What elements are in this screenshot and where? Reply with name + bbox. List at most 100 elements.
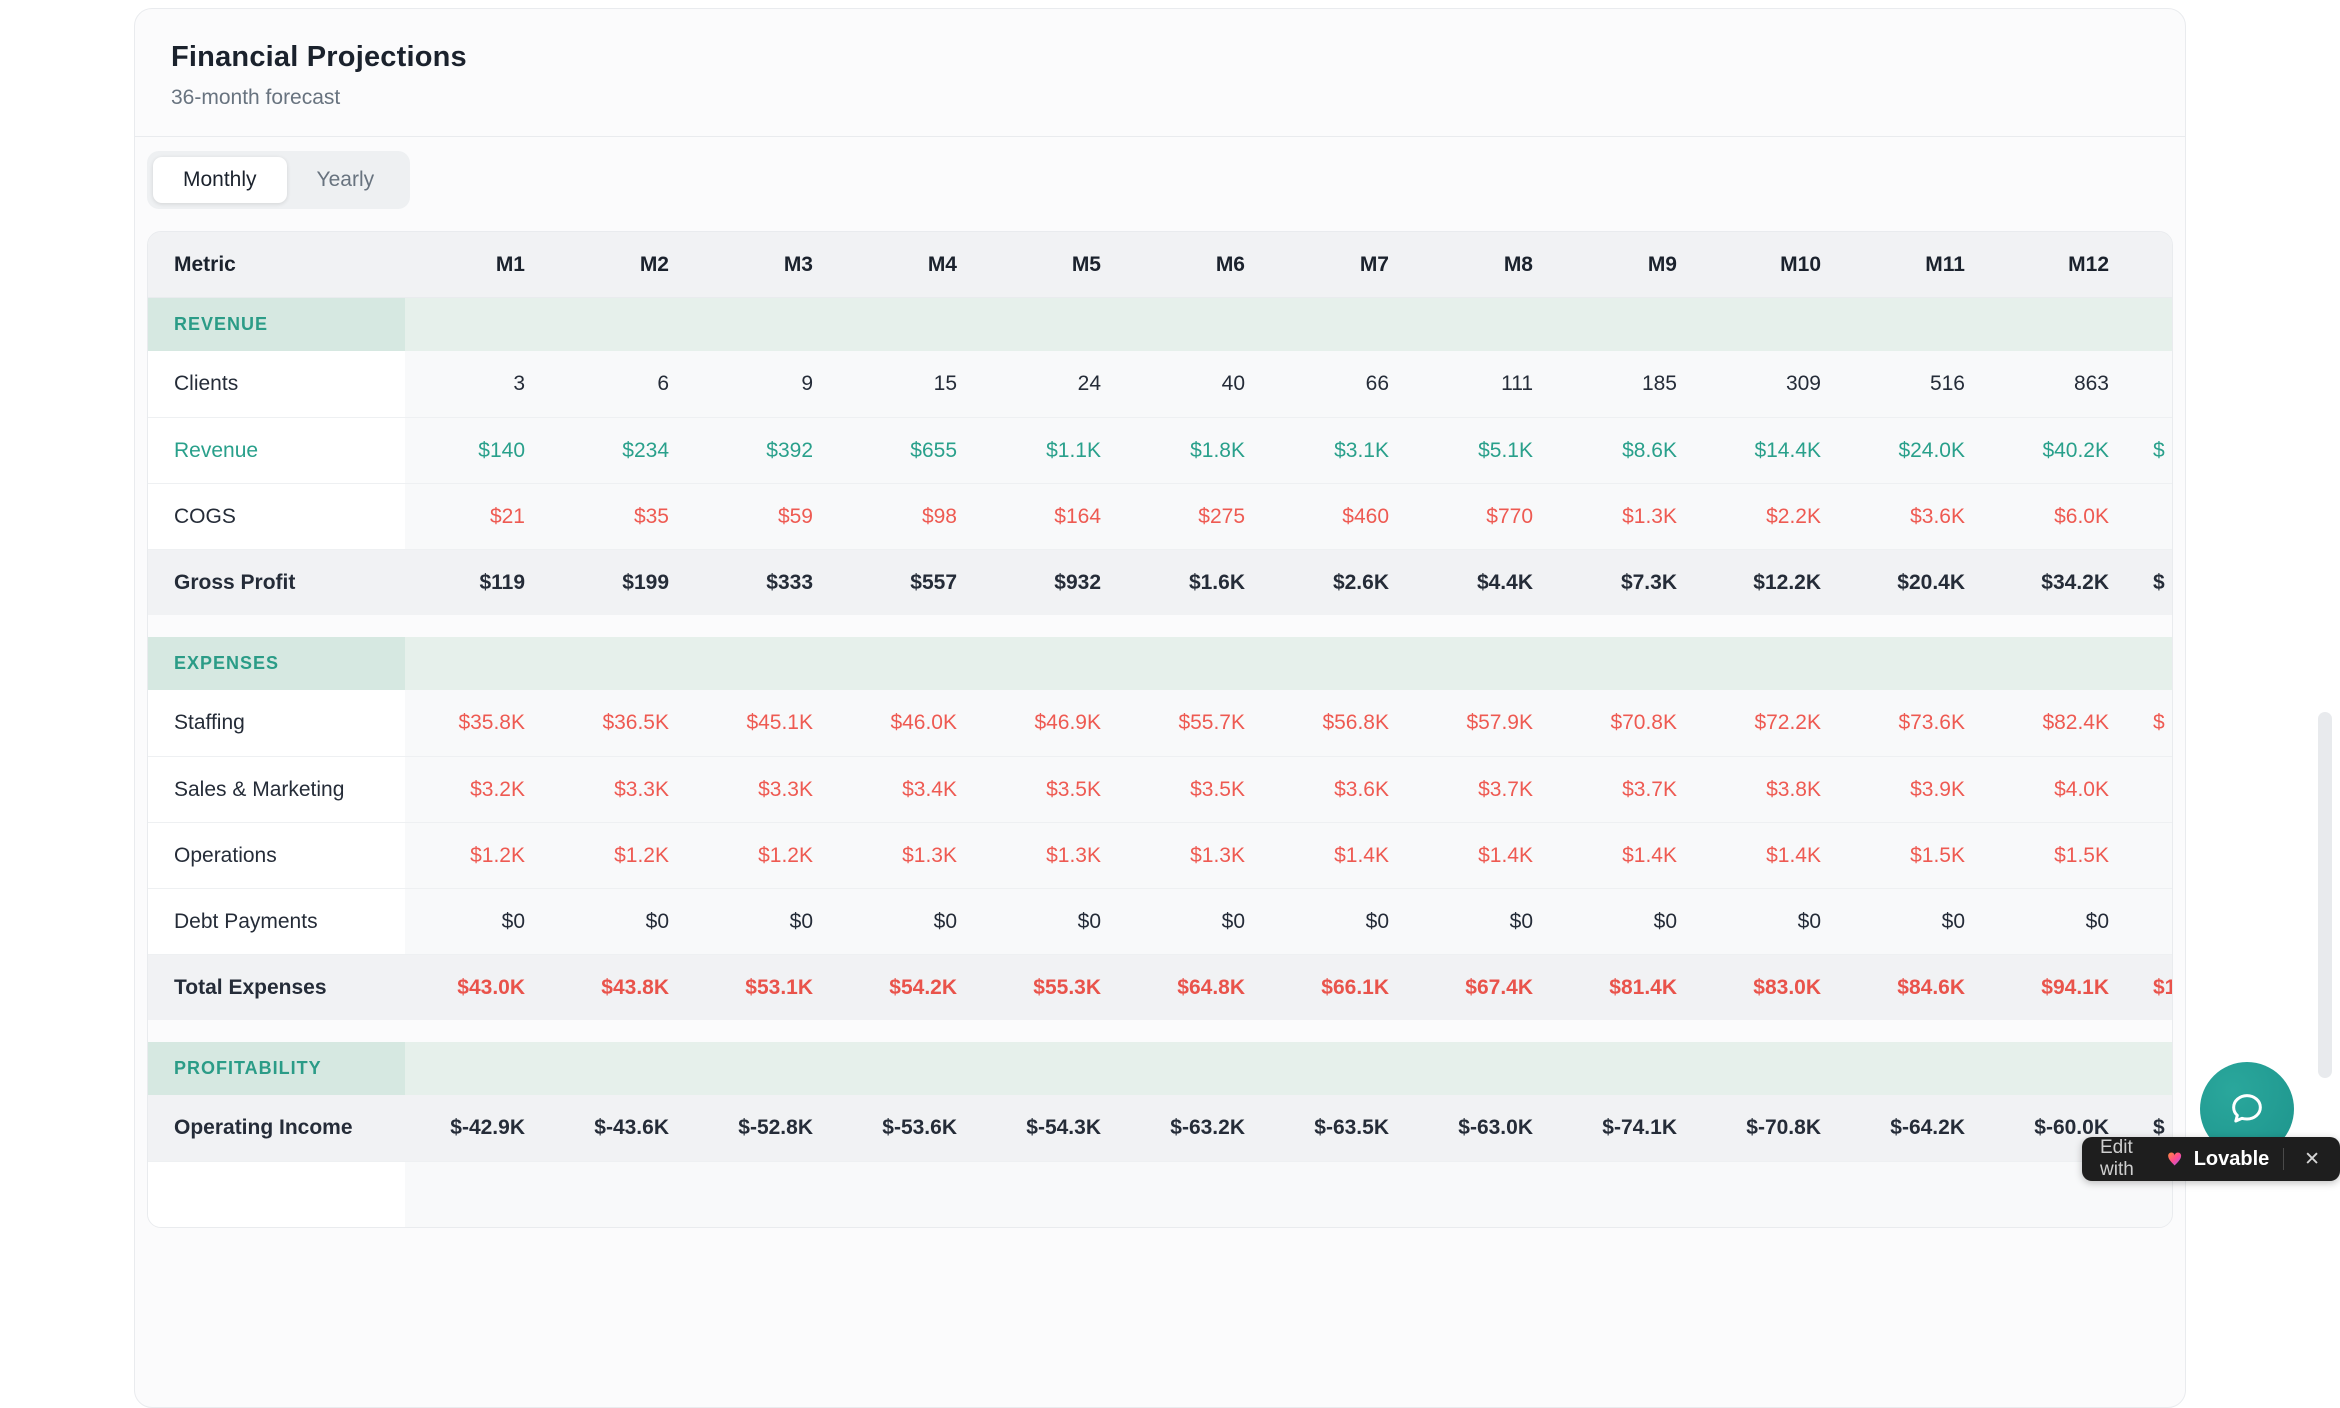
section-empty-cell [1125, 1042, 1269, 1095]
cell-value: $1.1K [981, 418, 1125, 483]
cell-value: $83.0K [1701, 955, 1845, 1020]
cell-value: $3.1K [1269, 418, 1413, 483]
row-label: Gross Profit [148, 550, 405, 615]
cell-value: $392 [693, 418, 837, 483]
cell-value: $0 [1845, 889, 1989, 954]
month-column-header: M6 [1125, 232, 1269, 297]
section-spacer [148, 615, 2172, 637]
cell-value: $67.4K [1413, 955, 1557, 1020]
cell-value: $24.0K [1845, 418, 1989, 483]
cell-value-clipped [2133, 757, 2172, 822]
section-empty-cell [1269, 298, 1413, 351]
cell-value: $0 [549, 889, 693, 954]
badge-close-icon[interactable]: ✕ [2298, 1146, 2326, 1173]
cell-value: 66 [1269, 351, 1413, 417]
cell-value [1125, 1162, 1269, 1227]
row-label: Clients [148, 351, 405, 417]
cell-value: $53.1K [693, 955, 837, 1020]
cell-value: 9 [693, 351, 837, 417]
metric-row: Operations $1.2K $1.2K $1.2K $1.3K $1.3K $1.3K… [148, 822, 2172, 888]
cell-value: $234 [549, 418, 693, 483]
section-empty-cell [693, 298, 837, 351]
cell-value-clipped: $ [2133, 550, 2172, 615]
section-empty-cell [2133, 637, 2172, 690]
section-empty-cell [1701, 298, 1845, 351]
month-column-header: M12 [1989, 232, 2133, 297]
cell-value: $35.8K [405, 690, 549, 756]
cell-value: $0 [1269, 889, 1413, 954]
cell-value: $3.7K [1557, 757, 1701, 822]
cell-value-clipped [2133, 823, 2172, 888]
month-column-header: M8 [1413, 232, 1557, 297]
cell-value: $43.8K [549, 955, 693, 1020]
row-label: Debt Payments [148, 889, 405, 954]
cell-value: $164 [981, 484, 1125, 549]
cell-value: $0 [1557, 889, 1701, 954]
month-column-header: M11 [1845, 232, 1989, 297]
card-header: Financial Projections 36-month forecast [135, 9, 2185, 137]
cell-value: $655 [837, 418, 981, 483]
cell-value: 185 [1557, 351, 1701, 417]
month-column-header: M3 [693, 232, 837, 297]
cell-value: $1.8K [1125, 418, 1269, 483]
section-empty-cell [549, 1042, 693, 1095]
cell-value: $66.1K [1269, 955, 1413, 1020]
cell-value: $3.6K [1845, 484, 1989, 549]
cell-value: $0 [1989, 889, 2133, 954]
cell-value: $59 [693, 484, 837, 549]
section-empty-cell [1125, 298, 1269, 351]
cell-value: $-63.5K [1269, 1095, 1413, 1161]
section-empty-cell [405, 298, 549, 351]
cell-value: $1.4K [1269, 823, 1413, 888]
tab-yearly[interactable]: Yearly [287, 157, 405, 203]
section-empty-cell [693, 637, 837, 690]
cell-value: $2.6K [1269, 550, 1413, 615]
section-empty-cell [981, 637, 1125, 690]
row-label: Operations [148, 823, 405, 888]
metric-row [148, 1161, 2172, 1227]
section-empty-cell [1269, 1042, 1413, 1095]
cell-value: $3.5K [981, 757, 1125, 822]
month-column-header: M9 [1557, 232, 1701, 297]
cell-value [1413, 1162, 1557, 1227]
month-column-header: M10 [1701, 232, 1845, 297]
cell-value: $140 [405, 418, 549, 483]
metric-row: Total Expenses $43.0K $43.8K $53.1K $54.2K $5… [148, 954, 2172, 1020]
lovable-logo-icon [2168, 1152, 2182, 1166]
badge-prefix-label: Edit with [2100, 1137, 2134, 1180]
cell-value [1269, 1162, 1413, 1227]
month-column-header: M1 [405, 232, 549, 297]
cell-value: $84.6K [1845, 955, 1989, 1020]
cell-value: $40.2K [1989, 418, 2133, 483]
cell-value: $46.9K [981, 690, 1125, 756]
cell-value: $3.7K [1413, 757, 1557, 822]
cell-value: 516 [1845, 351, 1989, 417]
cell-value: 24 [981, 351, 1125, 417]
cell-value: $3.3K [693, 757, 837, 822]
badge-brand-label: Lovable [2193, 1147, 2270, 1170]
section-empty-cell [2133, 298, 2172, 351]
page-scrollbar[interactable] [2318, 712, 2332, 1078]
cell-value: $1.5K [1989, 823, 2133, 888]
cell-value: $2.2K [1701, 484, 1845, 549]
table-header-row: Metric M1 M2 M3 M4 M5 M6 M7 M8 M9 M10 M11 M12 [148, 232, 2172, 298]
cell-value: $35 [549, 484, 693, 549]
cell-value: $34.2K [1989, 550, 2133, 615]
cell-value: $0 [837, 889, 981, 954]
month-column-header-clipped [2133, 232, 2172, 297]
cell-value: $4.0K [1989, 757, 2133, 822]
cell-value: $4.4K [1413, 550, 1557, 615]
metric-row: COGS $21 $35 $59 $98 $164 $275 $460 $770 $1.3K $2.… [148, 483, 2172, 549]
section-empty-cell [405, 1042, 549, 1095]
cell-value: $36.5K [549, 690, 693, 756]
cell-value: 6 [549, 351, 693, 417]
cell-value: $770 [1413, 484, 1557, 549]
cell-value: $-53.6K [837, 1095, 981, 1161]
tab-monthly[interactable]: Monthly [153, 157, 287, 203]
section-empty-cell [1125, 637, 1269, 690]
cell-value: $3.4K [837, 757, 981, 822]
cell-value: $56.8K [1269, 690, 1413, 756]
cell-value: $0 [981, 889, 1125, 954]
cell-value: $-52.8K [693, 1095, 837, 1161]
lovable-badge[interactable]: Edit with Lovable ✕ [2082, 1137, 2340, 1181]
